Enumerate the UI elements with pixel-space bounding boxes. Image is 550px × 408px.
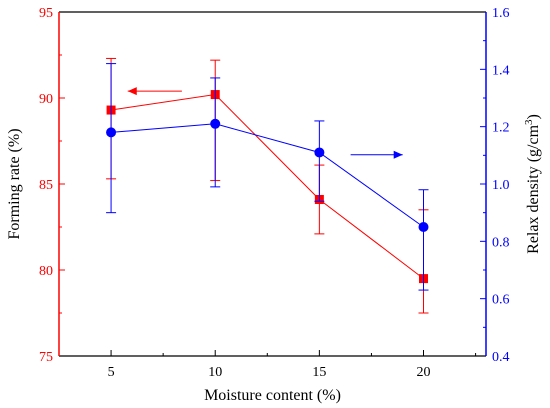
left-y-tick-label: 80 — [39, 264, 53, 279]
x-tick-label: 20 — [417, 365, 431, 380]
left-y-tick-label: 95 — [39, 6, 53, 21]
right-y-tick-label: 0.6 — [492, 293, 510, 308]
left-y-tick-label: 85 — [39, 178, 53, 193]
x-tick-label: 5 — [108, 365, 115, 380]
series-line-0 — [110, 94, 424, 279]
annotation-arrowhead-0 — [127, 87, 137, 96]
left-y-tick-label: 90 — [39, 92, 53, 107]
x-axis-title: Moisture content (%) — [204, 387, 341, 404]
frame-layer — [58, 11, 487, 357]
data-point-circle — [418, 222, 429, 232]
x-tick-label: 10 — [208, 365, 222, 380]
data-point-circle — [210, 118, 221, 129]
right-y-tick-label: 1.2 — [492, 121, 510, 136]
series-layer — [106, 57, 429, 314]
series-line-1 — [111, 123, 424, 228]
data-point-circle — [106, 127, 117, 138]
right-axis-title-sup: 3 — [523, 119, 535, 125]
right-y-tick-label: 1.0 — [492, 178, 510, 193]
right-y-tick-label: 1.6 — [492, 6, 510, 21]
right-axis-title-main: Relax density (g/cm — [525, 124, 542, 253]
annotation-arrowhead-1 — [393, 150, 403, 159]
right-axis-title-tail: ) — [525, 114, 542, 119]
right-y-tick-label: 1.4 — [492, 63, 510, 78]
left-axis-title: Forming rate (%) — [6, 128, 23, 239]
x-tick-label: 15 — [312, 365, 326, 380]
left-y-tick-label: 75 — [39, 350, 53, 365]
data-point-circle — [314, 147, 325, 158]
right-axis-title: Relax density (g/cm3) — [523, 114, 542, 254]
right-y-tick-label: 0.4 — [492, 350, 510, 365]
ticks-layer — [58, 11, 486, 357]
right-y-tick-label: 0.8 — [492, 235, 510, 250]
label-layer: 5 10 15 20 75 80 85 90 95 0.4 0.6 0.8 1.0 1.2 1.4 1.6 — [39, 6, 510, 380]
